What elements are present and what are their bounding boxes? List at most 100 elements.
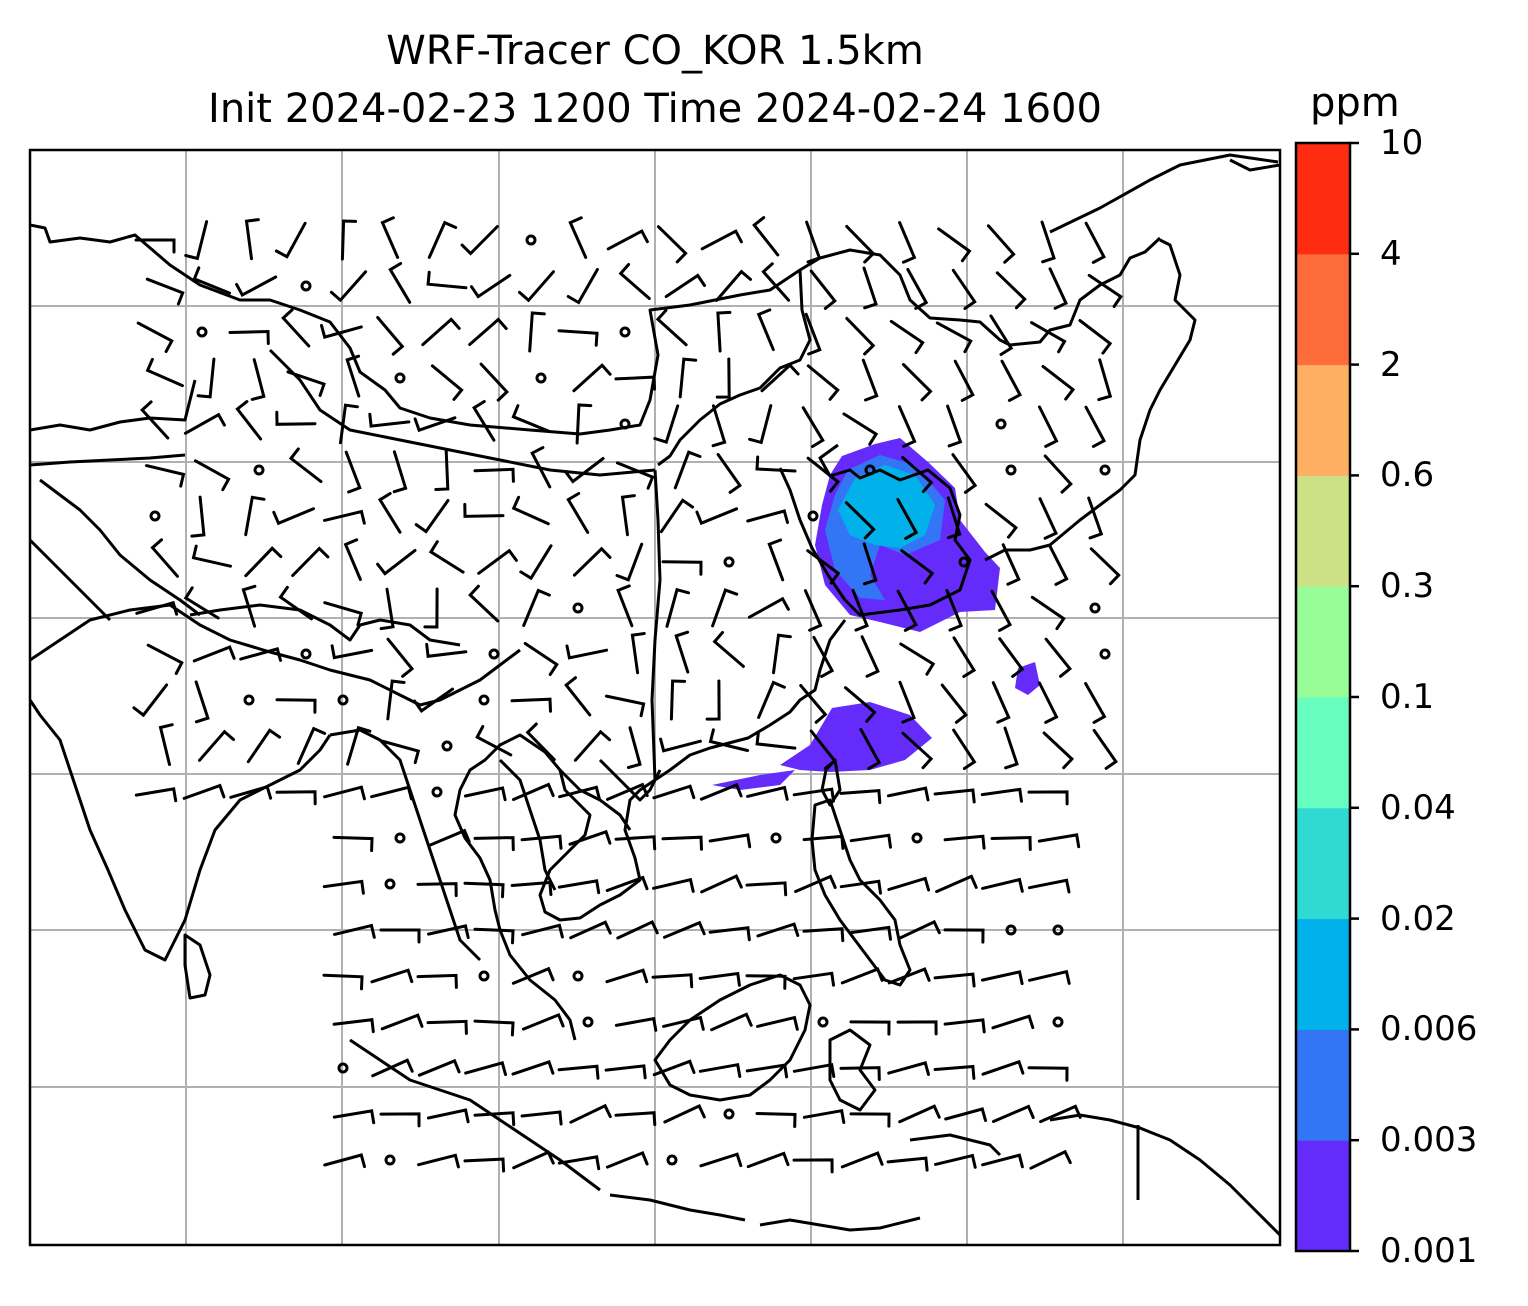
wind-barb — [343, 538, 362, 581]
wind-barb — [804, 312, 822, 356]
wind-barb — [806, 549, 841, 585]
calm-wind-marker — [300, 648, 312, 660]
wind-barb — [427, 220, 458, 259]
colorbar — [1294, 141, 1359, 1253]
wind-barb — [1092, 728, 1118, 770]
wind-barb — [756, 308, 775, 352]
wind-barb — [698, 971, 741, 987]
wind-barb — [416, 882, 458, 898]
wind-barb — [190, 495, 206, 538]
wind-barb — [473, 1019, 515, 1037]
wind-barb — [228, 329, 270, 345]
wind-barb — [288, 447, 323, 484]
calm-wind-marker — [911, 832, 923, 844]
wind-barb — [626, 726, 642, 769]
wind-barb — [430, 364, 464, 401]
wind-barb — [943, 834, 986, 850]
calm-wind-marker — [431, 786, 443, 798]
wind-barb — [320, 324, 363, 339]
wind-barb — [860, 635, 880, 678]
wind-barb — [1029, 1149, 1072, 1170]
wind-barb — [953, 359, 975, 402]
wind-barb — [653, 404, 680, 444]
wind-barb — [472, 400, 496, 442]
wind-barb — [812, 635, 835, 678]
calm-wind-marker — [394, 372, 406, 384]
calm-wind-marker — [478, 970, 490, 982]
wind-barb — [386, 637, 415, 678]
wind-barb — [417, 1153, 460, 1169]
wind-barb — [1038, 405, 1059, 448]
wind-barb — [414, 499, 450, 534]
wind-barb — [678, 357, 698, 399]
wind-barb — [573, 729, 612, 762]
map-frame — [28, 148, 1282, 1247]
wind-barb — [755, 1112, 797, 1128]
wind-barb — [1000, 359, 1023, 402]
colorbar-unit-label: ppm — [1310, 80, 1400, 126]
wind-barb — [473, 1111, 516, 1127]
wind-barb — [557, 1155, 601, 1171]
wind-barb — [278, 585, 313, 621]
calm-wind-marker — [807, 510, 819, 522]
wind-barb — [748, 404, 773, 445]
wind-barb — [705, 679, 721, 721]
wind-barb — [183, 412, 226, 435]
wind-barb — [150, 538, 179, 578]
wind-barb — [322, 879, 365, 895]
wind-barb — [614, 1111, 657, 1127]
wind-barb — [887, 876, 931, 892]
wind-barb — [376, 316, 405, 356]
wind-barb — [995, 271, 1027, 310]
wind-barb — [935, 321, 973, 354]
calm-wind-marker — [253, 464, 265, 476]
wind-barb — [425, 642, 468, 658]
wind-barb — [413, 687, 454, 713]
wind-barb — [616, 920, 659, 940]
colorbar-segment — [1296, 807, 1350, 920]
wind-barb — [388, 262, 412, 304]
wind-barb — [659, 498, 695, 534]
coast-philippines — [810, 798, 912, 987]
wind-barb — [463, 881, 505, 899]
wind-barb — [428, 540, 465, 574]
wind-barb — [512, 1150, 555, 1170]
wind-barb — [569, 920, 612, 940]
wind-barb — [140, 400, 170, 440]
wind-barb — [468, 584, 500, 623]
wind-barb — [614, 375, 656, 391]
wind-barb — [712, 631, 745, 668]
calm-wind-marker — [1005, 924, 1017, 936]
wind-barb — [416, 973, 458, 989]
wind-barb — [1030, 595, 1066, 631]
wind-barb — [802, 834, 845, 850]
wind-barb — [806, 456, 841, 493]
wind-barb — [557, 1064, 600, 1080]
wind-barb — [886, 1156, 929, 1172]
wind-barb — [652, 784, 696, 800]
coast-india — [30, 699, 332, 962]
wind-barb — [145, 464, 186, 488]
wind-barb — [184, 220, 209, 261]
wind-barb — [620, 494, 636, 537]
calm-wind-marker — [864, 464, 876, 476]
wind-barb — [330, 644, 374, 660]
wind-barb — [193, 459, 231, 492]
wind-barb — [615, 542, 644, 582]
coast-far-east — [1229, 158, 1280, 172]
calm-wind-marker — [572, 602, 584, 614]
wind-barb — [849, 833, 892, 849]
wind-barb — [463, 1157, 506, 1173]
map-title-line2: Init 2024-02-23 1200 Time 2024-02-24 160… — [208, 86, 1102, 132]
wind-barb — [840, 1151, 884, 1169]
wind-barb — [566, 268, 599, 305]
calm-wind-marker — [619, 418, 631, 430]
wind-barb — [196, 357, 216, 399]
wind-barb — [945, 588, 964, 632]
wind-barb — [1027, 1066, 1069, 1082]
wind-barb — [192, 266, 232, 295]
wind-barb — [235, 400, 263, 441]
wind-barb — [475, 725, 513, 757]
wind-barb — [665, 587, 690, 628]
